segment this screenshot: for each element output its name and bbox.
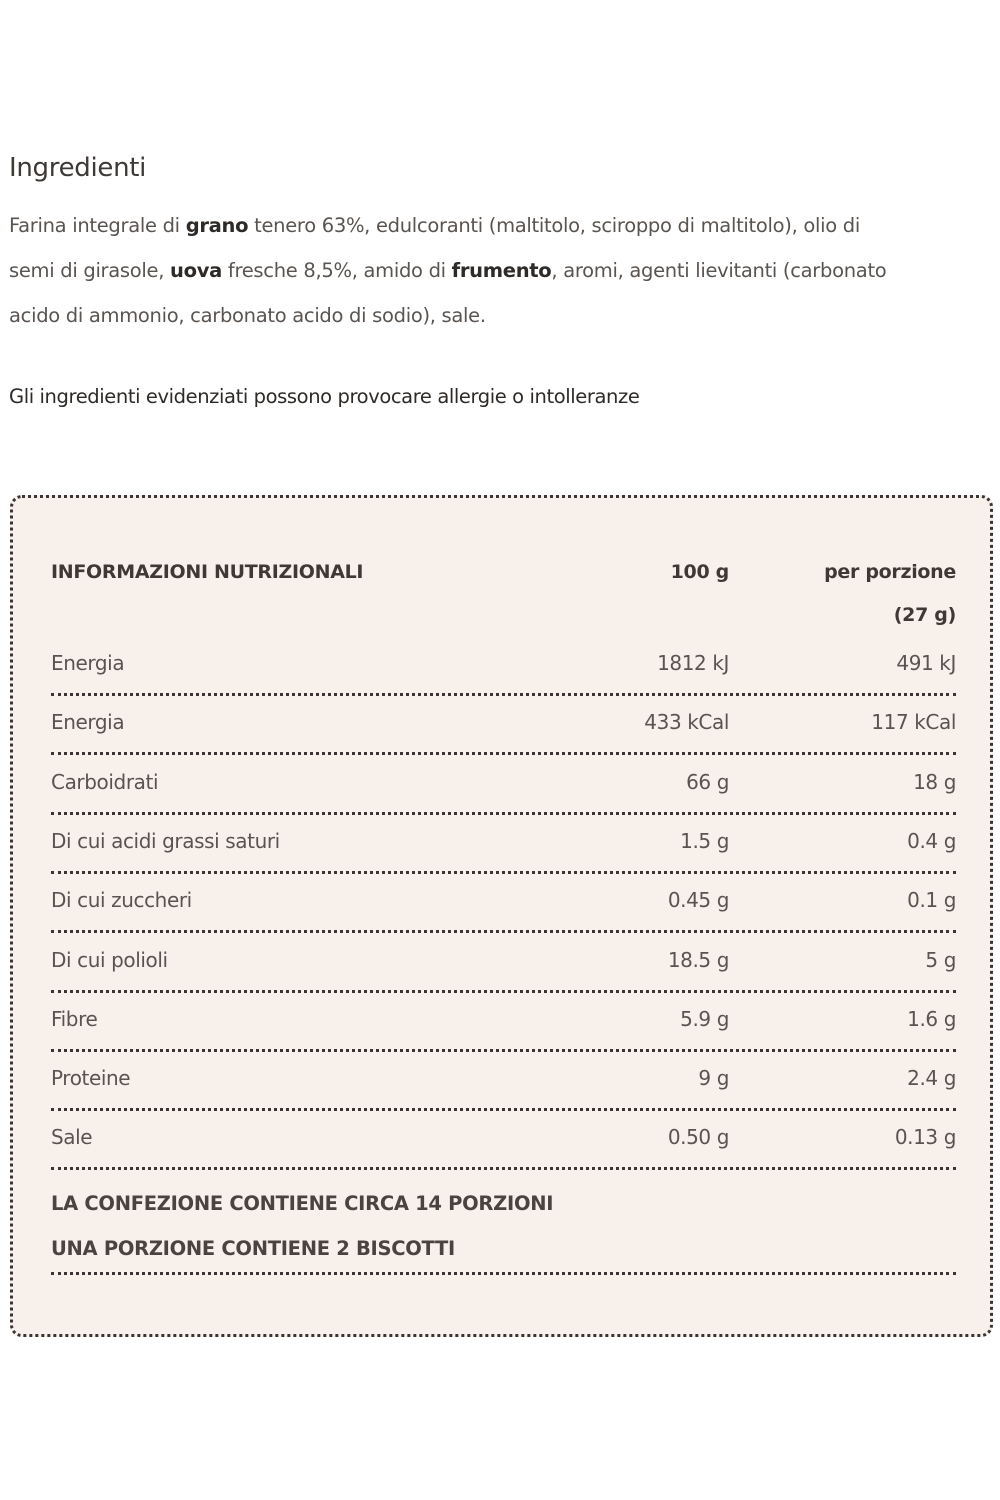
- value-per-100g: 66 g: [686, 769, 729, 794]
- value-per-portion: 491 kJ: [896, 651, 956, 675]
- divider: [51, 1272, 956, 1275]
- nutrient-name: Proteine: [51, 1066, 131, 1091]
- nutrition-panel: [10, 495, 993, 1337]
- ingredient-text: tenero 63%, edulcoranti (maltitolo, scir…: [248, 214, 860, 237]
- nutrient-name: Energia: [51, 651, 125, 675]
- column-header-100g: 100 g: [670, 561, 730, 583]
- nutrient-name: Di cui acidi grassi saturi: [51, 828, 280, 853]
- nutrient-name: Di cui zuccheri: [51, 888, 192, 913]
- footer-servings: LA CONFEZIONE CONTIENE CIRCA 14 PORZIONI: [51, 1192, 554, 1215]
- value-per-portion: 1.6 g: [907, 1006, 956, 1031]
- ingredients-title: Ingredienti: [9, 153, 147, 183]
- ingredient-text: semi di girasole,: [9, 259, 171, 282]
- value-per-portion: 0.1 g: [907, 888, 956, 913]
- nutrition-row: Carboidrati 66 g 18 g: [51, 756, 956, 815]
- value-per-100g: 433 kCal: [644, 710, 729, 735]
- value-per-100g: 18.5 g: [667, 947, 730, 972]
- nutrition-row: Sale 0.50 g 0.13 g: [51, 1111, 957, 1171]
- nutrient-name: Di cui polioli: [51, 947, 168, 972]
- nutrition-row: Di cui zuccheri 0.45 g 0.1 g: [51, 874, 956, 934]
- nutrition-row: Fibre 5.9 g 1.6 g: [51, 993, 956, 1052]
- value-per-portion: 2.4 g: [907, 1066, 956, 1091]
- value-per-100g: 9 g: [698, 1066, 729, 1091]
- value-per-portion: 0.4 g: [907, 828, 956, 853]
- column-header-portion: per porzione: [824, 561, 956, 583]
- value-per-portion: 0.13 g: [894, 1125, 957, 1150]
- value-per-100g: 1812 kJ: [657, 651, 729, 675]
- value-per-portion: 5 g: [925, 947, 956, 972]
- allergen-highlight: frumento: [451, 259, 552, 282]
- nutrient-name: Carboidrati: [51, 769, 159, 794]
- nutrition-title: INFORMAZIONI NUTRIZIONALI: [51, 561, 364, 583]
- ingredients-text: Farina integrale di grano tenero 63%, ed…: [9, 203, 887, 338]
- nutrition-row: Di cui polioli 18.5 g 5 g: [51, 934, 956, 993]
- nutrition-row: Energia 433 kCal 117 kCal: [51, 696, 956, 756]
- value-per-portion: 18 g: [913, 769, 956, 794]
- value-per-100g: 5.9 g: [680, 1006, 729, 1031]
- ingredients-line: semi di girasole, uova fresche 8,5%, ami…: [9, 248, 887, 293]
- allergen-highlight: uova: [170, 259, 222, 282]
- ingredients-line: acido di ammonio, carbonato acido di sod…: [9, 293, 886, 338]
- ingredient-text: , aromi, agenti lievitanti (carbonato: [551, 259, 887, 282]
- nutrient-name: Energia: [51, 710, 125, 735]
- allergen-highlight: grano: [185, 214, 249, 237]
- nutrient-name: Sale: [51, 1125, 93, 1150]
- allergy-note: Gli ingredienti evidenziati possono prov…: [9, 385, 640, 408]
- nutrition-row: Proteine 9 g 2.4 g: [51, 1052, 956, 1112]
- nutrition-row: Di cui acidi grassi saturi 1.5 g 0.4 g: [51, 815, 956, 874]
- value-per-100g: 0.45 g: [667, 888, 730, 913]
- column-header-portion-size: (27 g): [893, 604, 957, 626]
- value-per-100g: 0.50 g: [667, 1125, 730, 1150]
- footer-portion: UNA PORZIONE CONTIENE 2 BISCOTTI: [51, 1237, 455, 1260]
- nutrient-name: Fibre: [51, 1006, 98, 1031]
- ingredient-text: fresche 8,5%, amido di: [221, 259, 452, 282]
- value-per-portion: 117 kCal: [871, 710, 956, 735]
- ingredient-text: acido di ammonio, carbonato acido di sod…: [9, 304, 486, 327]
- ingredients-line: Farina integrale di grano tenero 63%, ed…: [9, 203, 886, 248]
- ingredient-text: Farina integrale di: [9, 214, 186, 237]
- value-per-100g: 1.5 g: [680, 828, 729, 853]
- nutrition-row: Energia 1812 kJ 491 kJ: [51, 637, 956, 696]
